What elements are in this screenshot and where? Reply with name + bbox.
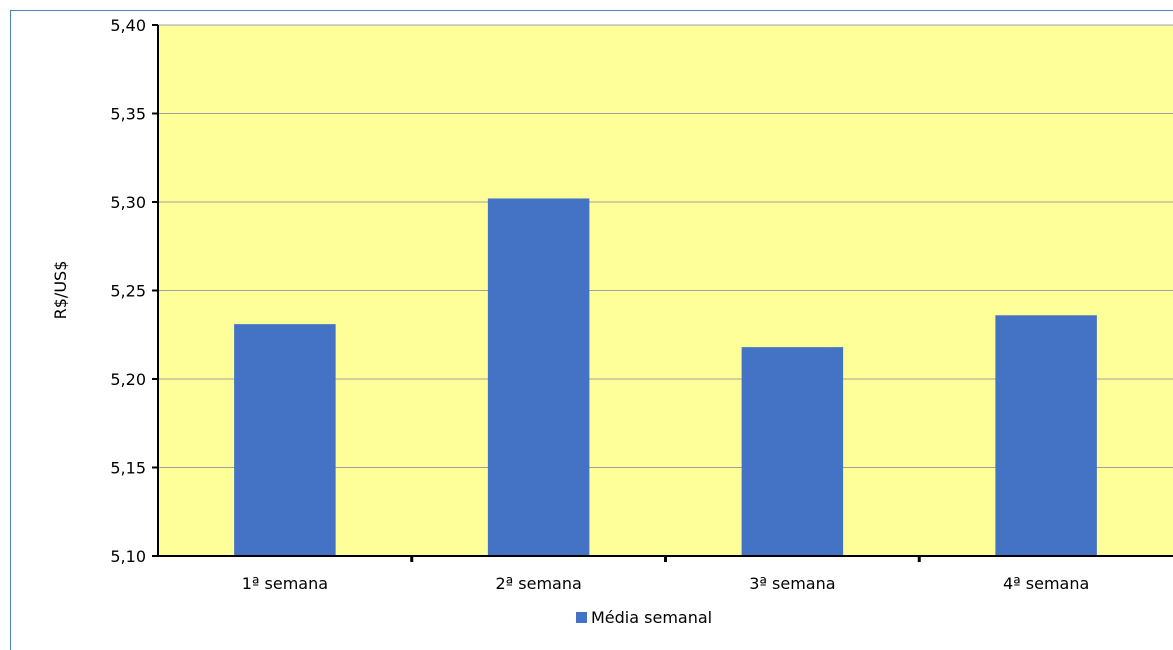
x-tick-label: 2ª semana bbox=[495, 574, 581, 593]
y-tick-label: 5,10 bbox=[110, 547, 146, 566]
legend-swatch bbox=[576, 612, 587, 623]
x-tick-label: 4ª semana bbox=[1003, 574, 1089, 593]
legend: Média semanal bbox=[576, 608, 712, 627]
x-tick-label: 1ª semana bbox=[242, 574, 328, 593]
y-tick-label: 5,25 bbox=[110, 282, 146, 301]
x-tick-labels: 1ª semana 2ª semana 3ª semana 4ª semana bbox=[242, 574, 1090, 593]
y-tick-label: 5,35 bbox=[110, 105, 146, 124]
y-tick-labels: 5,10 5,15 5,20 5,25 5,30 5,35 5,40 bbox=[110, 16, 146, 566]
bar-chart: 5,10 5,15 5,20 5,25 5,30 5,35 5,40 1ª semana 2ª… bbox=[51, 16, 1173, 627]
y-tick-label: 5,15 bbox=[110, 459, 146, 478]
axes bbox=[152, 24, 1173, 562]
bar bbox=[995, 315, 1097, 556]
bar bbox=[741, 347, 844, 556]
y-tick-label: 5,20 bbox=[110, 370, 146, 389]
x-tick-label: 3ª semana bbox=[749, 574, 835, 593]
legend-label: Média semanal bbox=[591, 608, 712, 627]
y-tick-label: 5,30 bbox=[110, 193, 146, 212]
y-axis-title: R$/US$ bbox=[51, 261, 70, 320]
chart-frame bbox=[10, 10, 1173, 650]
bar bbox=[234, 324, 336, 556]
bars bbox=[234, 198, 1097, 556]
bar bbox=[487, 198, 590, 556]
y-tick-label: 5,40 bbox=[110, 16, 146, 35]
